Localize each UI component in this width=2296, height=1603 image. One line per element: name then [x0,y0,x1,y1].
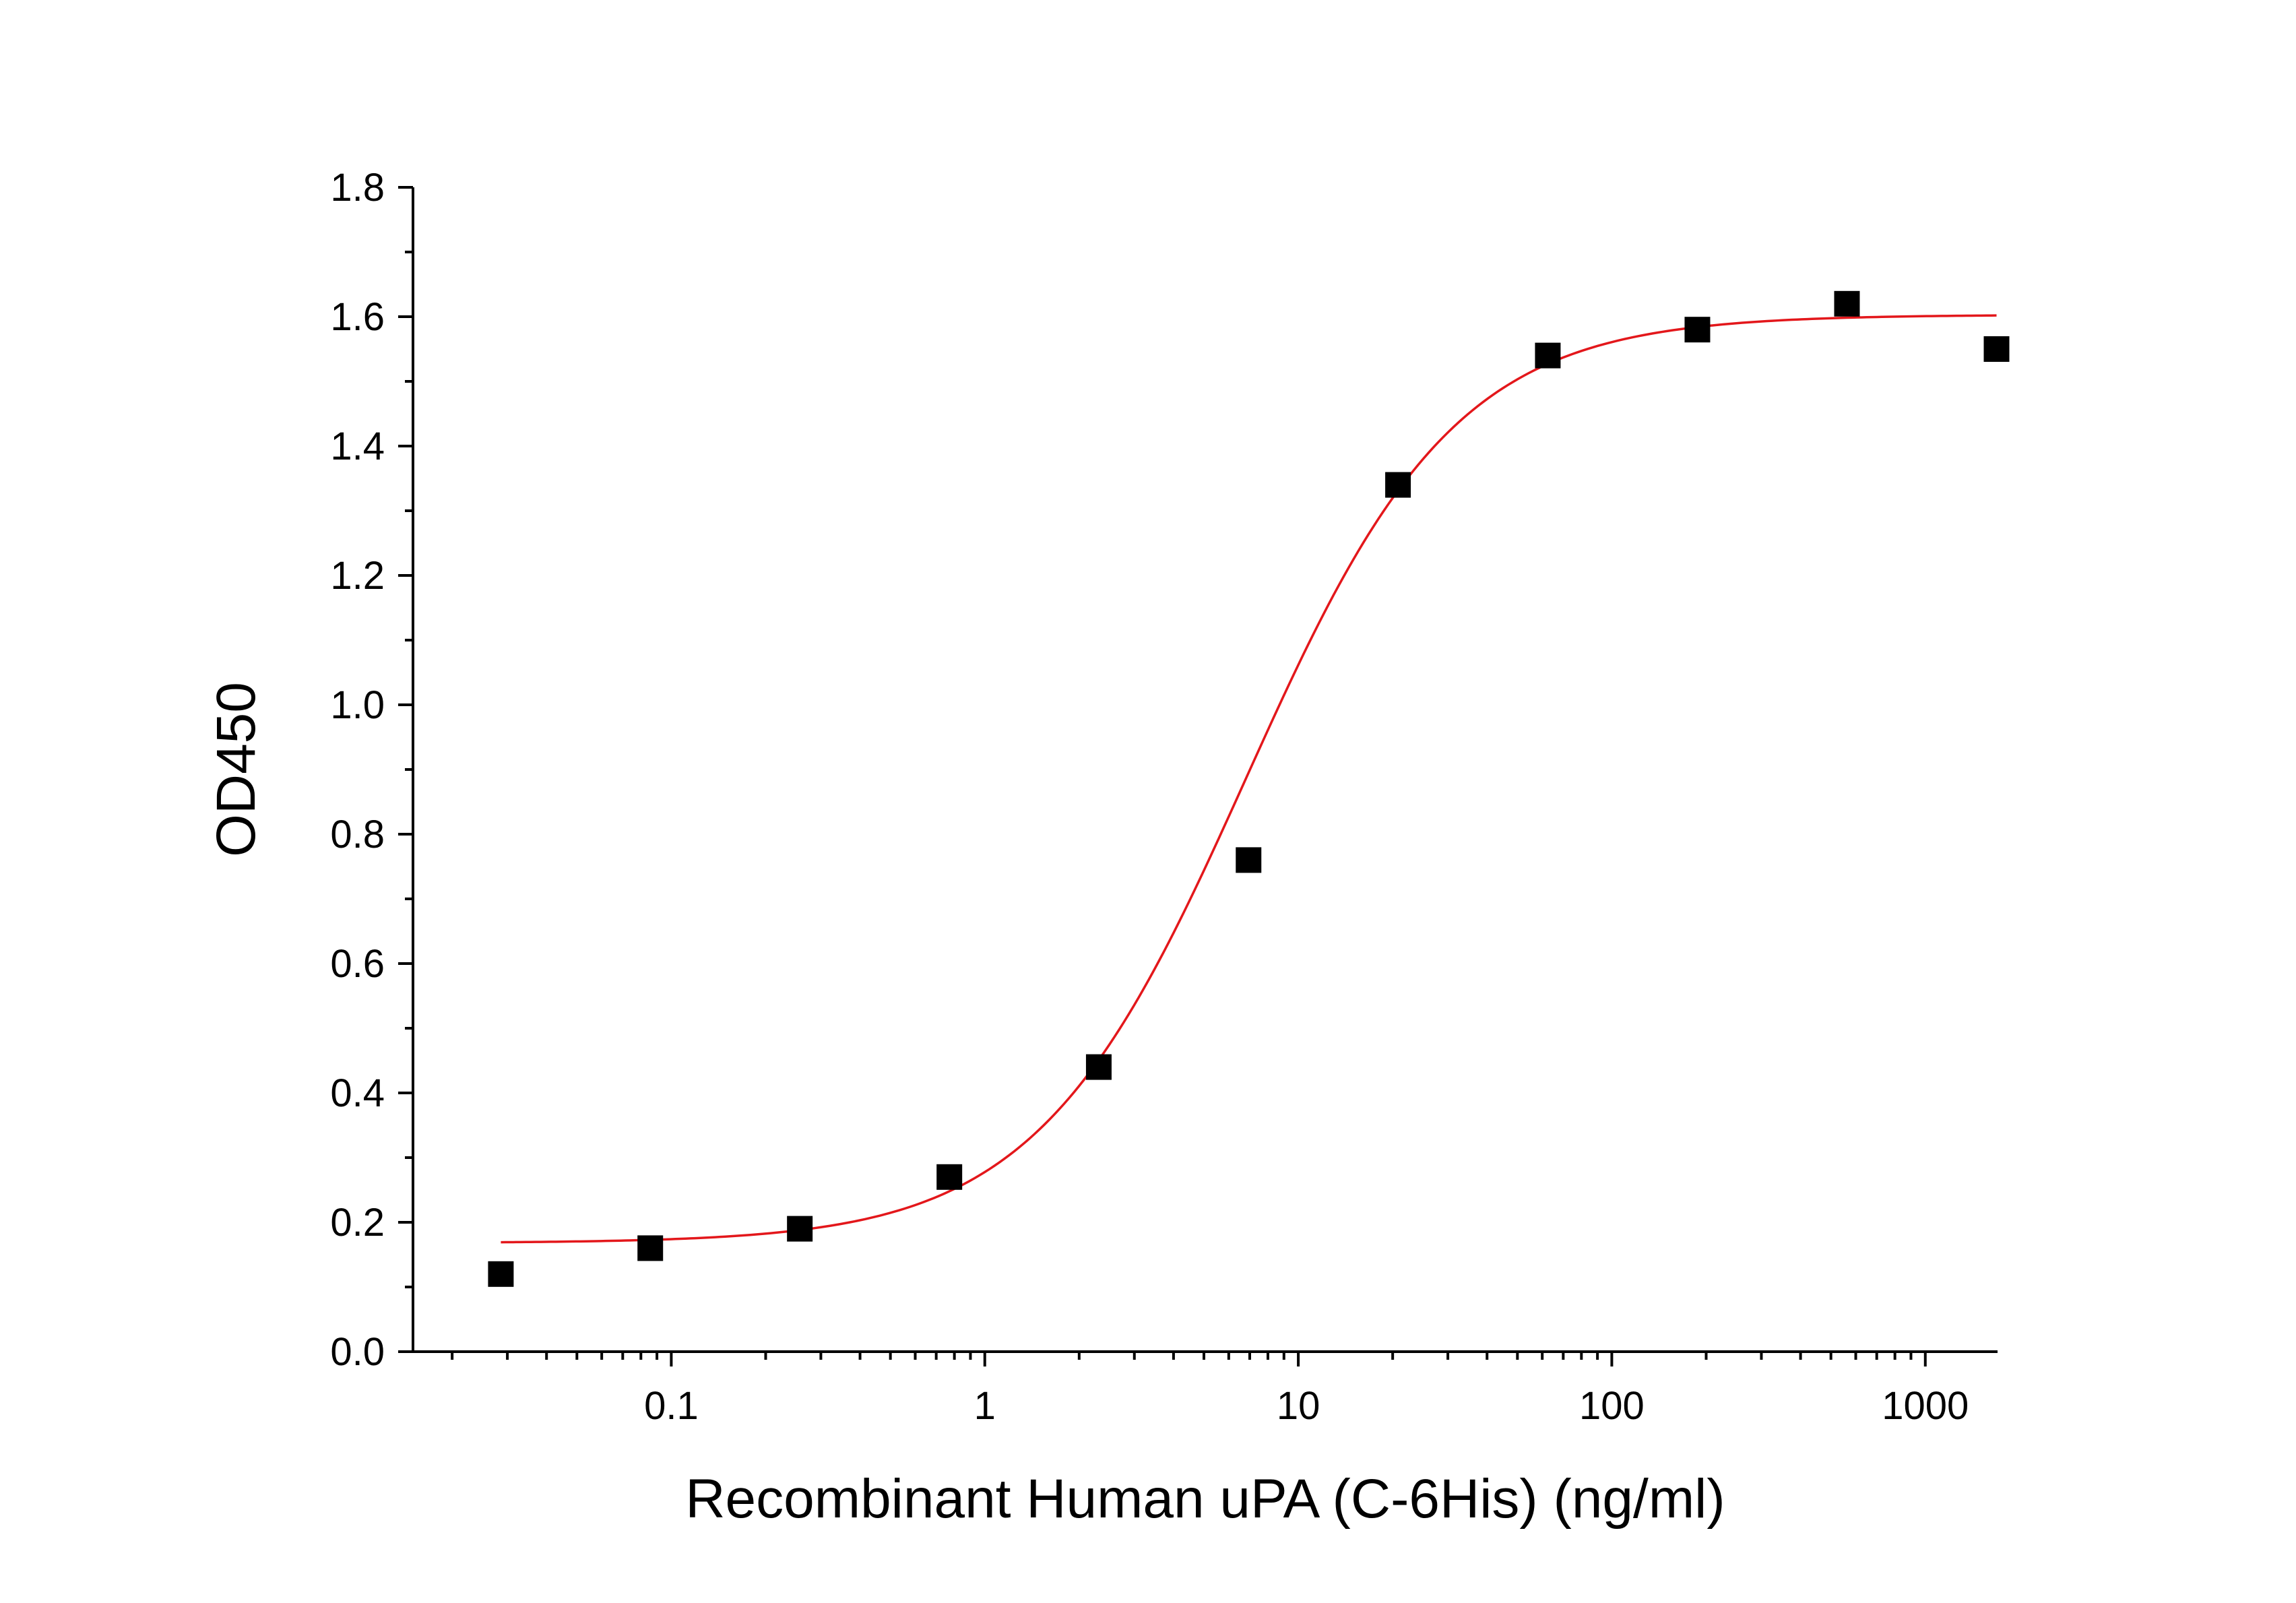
fit-curve [501,314,1997,1244]
data-point [488,1261,514,1287]
data-point [787,1216,813,1242]
x-tick-label: 10 [1277,1384,1320,1428]
x-tick-label: 1000 [1882,1384,1969,1428]
data-point [1535,342,1561,369]
x-axis-title: Recombinant Human uPA (C-6His) (ng/ml) [685,1468,1725,1530]
x-tick-label: 100 [1579,1384,1645,1428]
y-tick-label: 1.6 [330,295,385,339]
data-points-layer [488,290,2010,1287]
y-tick-label: 1.2 [330,554,385,598]
data-point [637,1235,664,1261]
y-tick-label: 0.0 [330,1330,385,1374]
data-point [1236,847,1262,873]
y-tick-label: 0.2 [330,1201,385,1245]
y-tick-label: 0.8 [330,813,385,856]
x-tick-label: 0.1 [644,1384,699,1428]
y-tick-label: 1.4 [330,425,385,468]
data-point [1085,1054,1112,1080]
data-point [1834,290,1860,317]
x-tick-label: 1 [974,1384,996,1428]
y-tick-label: 0.4 [330,1071,385,1115]
y-axis-title: OD450 [205,682,267,857]
axes: 0.0 0.2 0.4 0.6 0.8 1.0 1.2 1.4 1.6 1.8 0.1 1 10 100 1… [330,166,1998,1428]
data-point [936,1164,963,1190]
data-point [1684,317,1711,343]
fit-curve-layer [501,314,1997,1244]
y-tick-label: 1.8 [330,166,385,210]
y-tick-label: 1.0 [330,683,385,727]
data-point [1385,472,1411,498]
data-point [1983,336,2010,362]
y-tick-label: 0.6 [330,942,385,986]
